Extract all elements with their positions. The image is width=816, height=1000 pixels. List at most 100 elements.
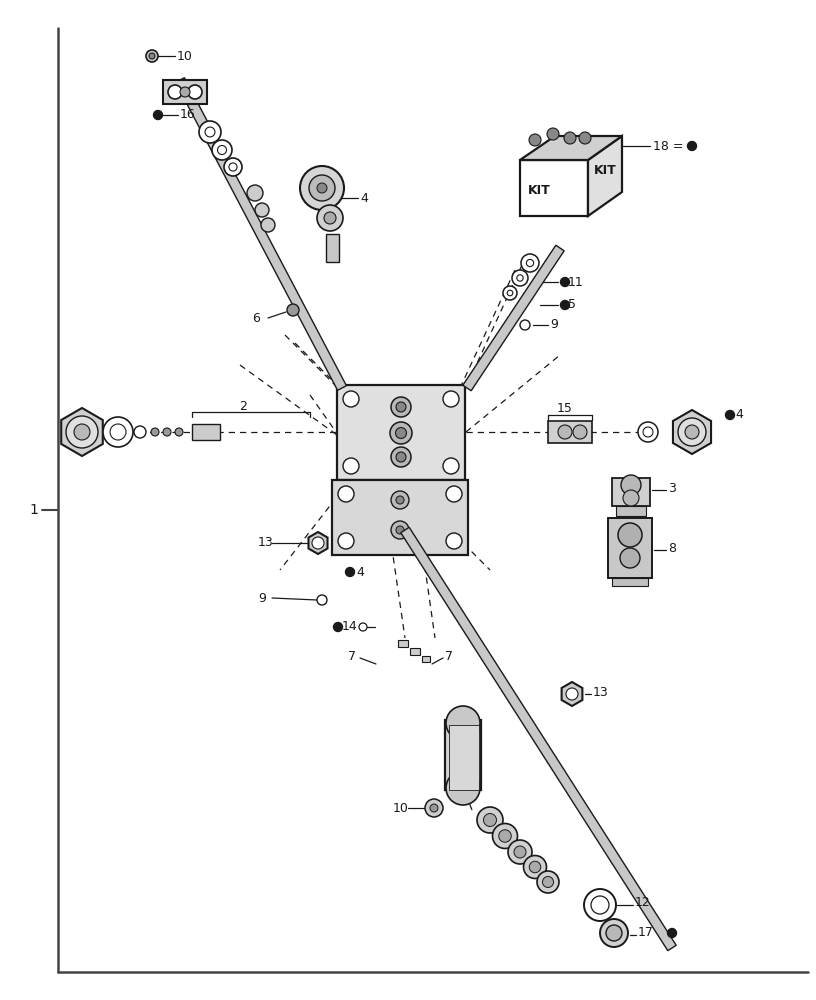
Circle shape	[312, 537, 324, 549]
Circle shape	[623, 490, 639, 506]
Circle shape	[430, 804, 438, 812]
Text: 15: 15	[557, 402, 573, 416]
Circle shape	[725, 410, 734, 420]
Circle shape	[667, 928, 676, 938]
Bar	[608, 518, 652, 578]
Bar	[398, 640, 408, 647]
Circle shape	[391, 397, 411, 417]
Circle shape	[547, 128, 559, 140]
Circle shape	[638, 422, 658, 442]
Text: 4: 4	[735, 408, 743, 422]
Bar	[326, 234, 339, 262]
Circle shape	[443, 391, 459, 407]
Text: 8: 8	[668, 542, 676, 554]
Bar	[612, 478, 650, 506]
Circle shape	[530, 861, 541, 873]
Circle shape	[529, 134, 541, 146]
Circle shape	[499, 830, 512, 842]
Circle shape	[175, 428, 183, 436]
Polygon shape	[588, 136, 622, 216]
Circle shape	[537, 871, 559, 893]
Bar	[612, 578, 648, 586]
Circle shape	[508, 840, 532, 864]
Text: 14: 14	[342, 620, 357, 634]
Circle shape	[446, 533, 462, 549]
Circle shape	[517, 275, 523, 281]
Circle shape	[620, 548, 640, 568]
Circle shape	[512, 270, 528, 286]
Circle shape	[110, 424, 126, 440]
Text: 9: 9	[258, 591, 266, 604]
Polygon shape	[463, 245, 564, 391]
Bar	[163, 80, 207, 104]
Text: 12: 12	[635, 896, 650, 910]
Bar	[548, 421, 592, 443]
Circle shape	[396, 402, 406, 412]
Circle shape	[103, 417, 133, 447]
Circle shape	[561, 300, 570, 310]
Circle shape	[391, 447, 411, 467]
Circle shape	[212, 140, 232, 160]
Polygon shape	[520, 160, 588, 216]
Circle shape	[66, 416, 98, 448]
Text: 16: 16	[180, 108, 196, 121]
Bar	[445, 720, 481, 790]
Circle shape	[579, 132, 591, 144]
Polygon shape	[401, 527, 676, 951]
Circle shape	[255, 203, 269, 217]
Text: 4: 4	[360, 192, 368, 205]
Circle shape	[688, 141, 697, 150]
Text: 3: 3	[668, 482, 676, 494]
Circle shape	[153, 110, 162, 119]
Circle shape	[573, 425, 587, 439]
Circle shape	[396, 452, 406, 462]
Circle shape	[564, 132, 576, 144]
Circle shape	[591, 896, 609, 914]
Circle shape	[521, 254, 539, 272]
Circle shape	[343, 458, 359, 474]
Circle shape	[543, 876, 553, 888]
Circle shape	[390, 422, 412, 444]
Bar	[337, 385, 465, 480]
Text: 11: 11	[568, 275, 583, 288]
Text: 9: 9	[550, 318, 558, 332]
Circle shape	[345, 568, 354, 576]
Circle shape	[396, 526, 404, 534]
Circle shape	[338, 533, 354, 549]
Circle shape	[134, 426, 146, 438]
Polygon shape	[561, 682, 583, 706]
Polygon shape	[520, 136, 622, 160]
Bar	[410, 648, 420, 655]
Text: 1: 1	[29, 503, 38, 517]
Circle shape	[287, 304, 299, 316]
Circle shape	[199, 121, 221, 143]
Circle shape	[477, 807, 503, 833]
Circle shape	[566, 688, 578, 700]
Circle shape	[618, 523, 642, 547]
Circle shape	[446, 486, 462, 502]
Circle shape	[600, 919, 628, 947]
Circle shape	[149, 53, 155, 59]
Text: 5: 5	[568, 298, 576, 312]
Text: 4: 4	[356, 566, 364, 578]
Circle shape	[446, 706, 480, 740]
Text: 7: 7	[348, 650, 356, 662]
Circle shape	[74, 424, 90, 440]
Circle shape	[324, 212, 336, 224]
Circle shape	[334, 622, 343, 632]
Text: 18 =: 18 =	[653, 139, 684, 152]
Circle shape	[188, 85, 202, 99]
Circle shape	[493, 824, 517, 848]
Circle shape	[317, 595, 327, 605]
Text: 13: 13	[258, 536, 273, 550]
Circle shape	[168, 85, 182, 99]
Circle shape	[224, 158, 242, 176]
Text: 7: 7	[445, 650, 453, 662]
Polygon shape	[308, 532, 327, 554]
Circle shape	[396, 496, 404, 504]
Circle shape	[561, 277, 570, 286]
Circle shape	[247, 185, 263, 201]
Circle shape	[643, 427, 653, 437]
Circle shape	[503, 286, 517, 300]
Bar	[449, 725, 479, 790]
